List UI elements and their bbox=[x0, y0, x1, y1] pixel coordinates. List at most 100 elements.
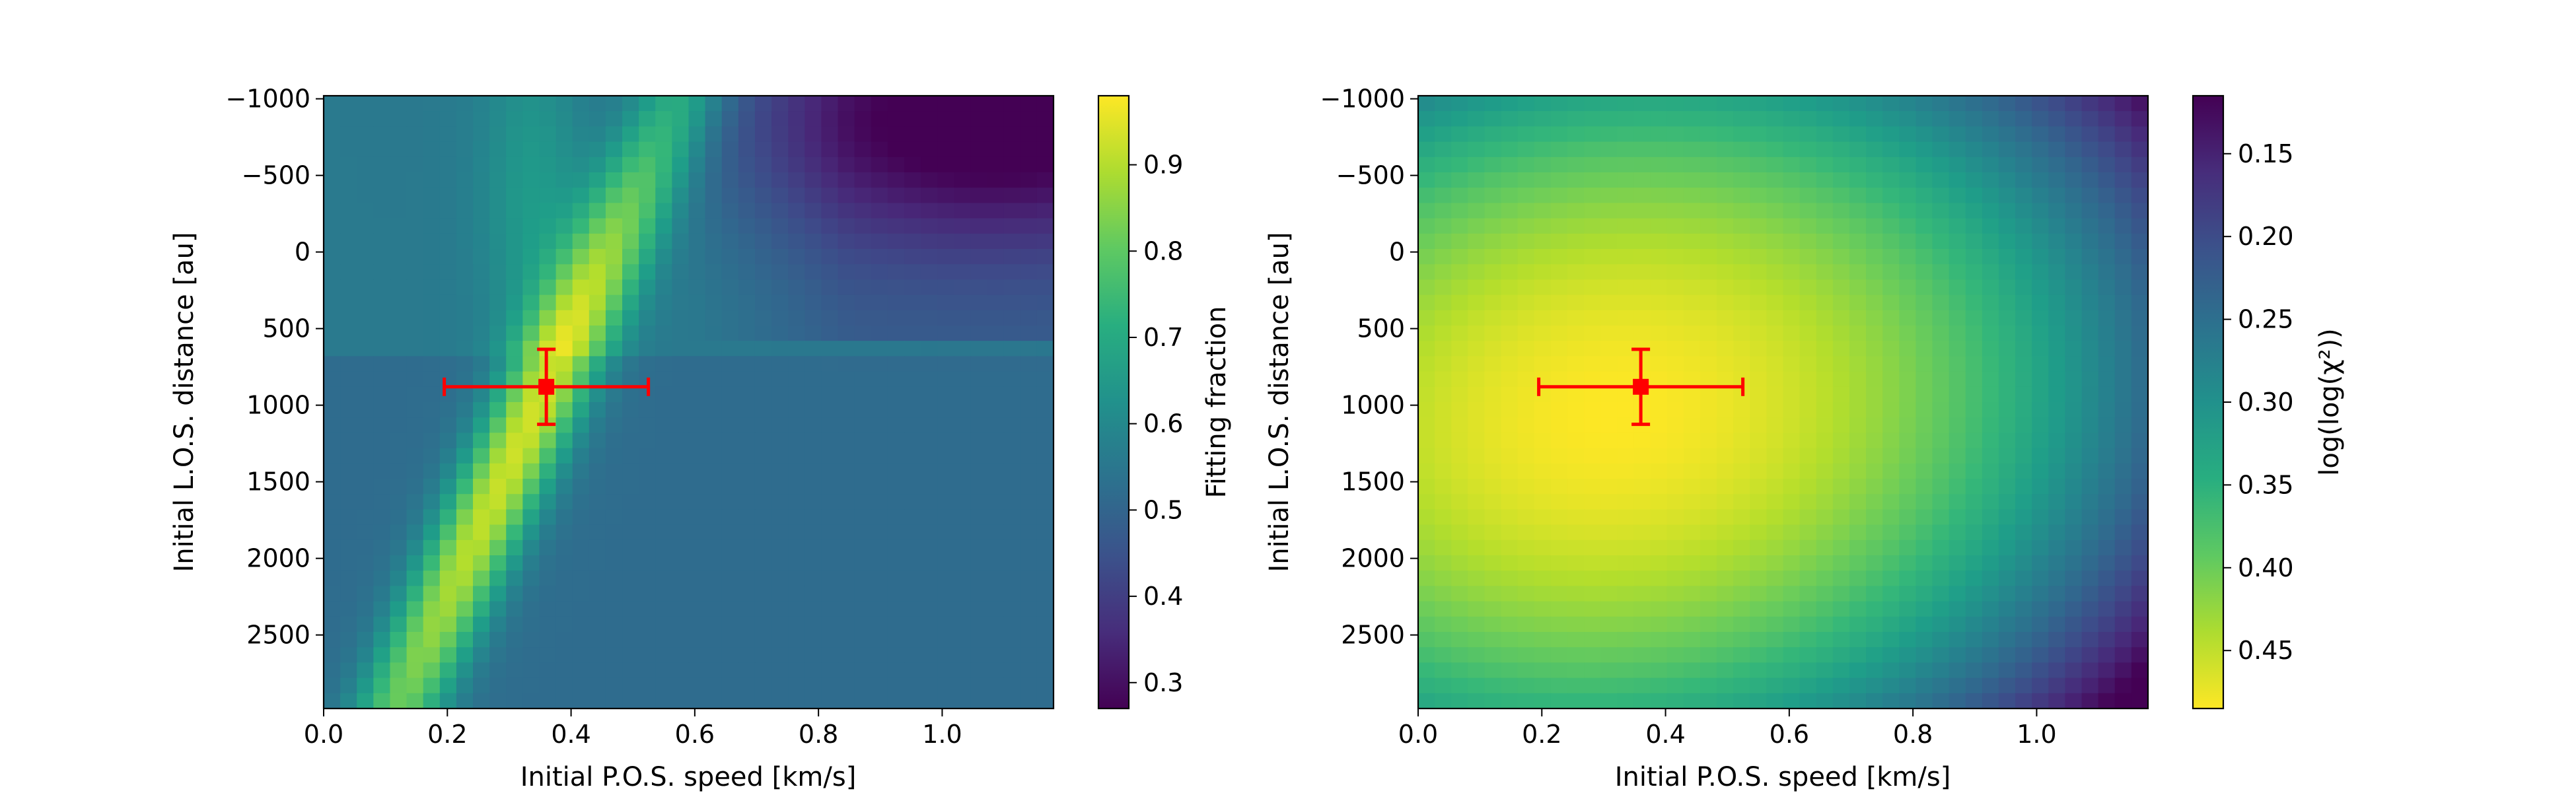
heatmap-cell bbox=[340, 141, 357, 158]
heatmap-cell bbox=[1650, 279, 1668, 296]
heatmap-cell bbox=[2131, 371, 2149, 388]
heatmap-cell bbox=[788, 203, 805, 219]
heatmap-cell bbox=[605, 570, 623, 586]
heatmap-cell bbox=[1003, 479, 1021, 495]
heatmap-cell bbox=[473, 111, 490, 127]
heatmap-cell bbox=[754, 570, 772, 586]
heatmap-cell bbox=[838, 402, 855, 418]
heatmap-cell bbox=[672, 677, 690, 694]
heatmap-cell bbox=[1600, 662, 1618, 679]
heatmap-cell bbox=[1550, 616, 1568, 633]
heatmap-cell bbox=[1633, 479, 1651, 495]
heatmap-cell bbox=[2131, 203, 2149, 219]
heatmap-cell bbox=[754, 96, 772, 112]
heatmap-cell bbox=[887, 371, 905, 388]
heatmap-cell bbox=[1666, 448, 1684, 464]
heatmap-cell bbox=[2131, 188, 2149, 203]
heatmap-cell bbox=[1733, 632, 1750, 648]
heatmap-cell bbox=[1915, 249, 1933, 265]
heatmap-cell bbox=[589, 111, 606, 127]
heatmap-cell bbox=[1666, 402, 1684, 418]
heatmap-cell bbox=[754, 249, 772, 265]
heatmap-cell bbox=[1816, 188, 1834, 203]
heatmap-cell bbox=[622, 586, 639, 602]
heatmap-cell bbox=[2015, 249, 2032, 265]
heatmap-cell bbox=[1435, 386, 1452, 403]
heatmap-cell bbox=[1683, 326, 1701, 341]
heatmap-cell bbox=[1036, 371, 1054, 388]
heatmap-cell bbox=[1683, 417, 1701, 433]
heatmap-cell bbox=[1418, 371, 1435, 388]
heatmap-cell bbox=[921, 341, 938, 357]
heatmap-cell bbox=[2114, 341, 2132, 357]
heatmap-cell bbox=[1650, 218, 1668, 234]
heatmap-cell bbox=[754, 203, 772, 219]
heatmap-cell bbox=[522, 555, 540, 571]
heatmap-cell bbox=[489, 647, 507, 663]
heatmap-cell bbox=[754, 463, 772, 479]
heatmap-cell bbox=[1633, 616, 1651, 633]
heatmap-cell bbox=[738, 448, 756, 464]
heatmap-cell bbox=[1633, 111, 1651, 127]
heatmap-cell bbox=[1418, 479, 1435, 495]
heatmap-cell bbox=[655, 432, 672, 449]
heatmap-cell bbox=[1882, 294, 1900, 311]
heatmap-cell bbox=[406, 126, 424, 143]
heatmap-cell bbox=[1550, 141, 1568, 158]
heatmap-cell bbox=[589, 326, 606, 341]
heatmap-cell bbox=[721, 662, 739, 679]
heatmap-cell bbox=[2048, 371, 2066, 388]
heatmap-cell bbox=[605, 371, 623, 388]
heatmap-cell bbox=[506, 264, 523, 280]
heatmap-cell bbox=[821, 264, 839, 280]
heatmap-cell bbox=[1418, 432, 1435, 449]
heatmap-cell bbox=[1899, 310, 1917, 326]
heatmap-cell bbox=[1418, 555, 1435, 571]
heatmap-cell bbox=[1717, 218, 1734, 234]
heatmap-cell bbox=[771, 601, 789, 617]
heatmap-cell bbox=[1766, 233, 1784, 250]
heatmap-cell bbox=[572, 341, 590, 357]
heatmap-cell bbox=[2114, 279, 2132, 296]
heatmap-cell bbox=[555, 509, 573, 526]
heatmap-cell bbox=[1534, 203, 1552, 219]
heatmap-cell bbox=[1998, 693, 2016, 709]
heatmap-cell bbox=[721, 539, 739, 556]
heatmap-cell bbox=[738, 233, 756, 250]
heatmap-cell bbox=[2032, 218, 2049, 234]
heatmap-cell bbox=[555, 417, 573, 433]
heatmap-cell bbox=[1832, 294, 1850, 311]
heatmap-cell bbox=[1766, 647, 1784, 663]
heatmap-cell bbox=[871, 586, 888, 602]
heatmap-cell bbox=[2098, 647, 2116, 663]
heatmap-cell bbox=[738, 386, 756, 403]
heatmap-cell bbox=[904, 463, 921, 479]
heatmap-cell bbox=[1733, 662, 1750, 679]
heatmap-cell bbox=[1699, 233, 1717, 250]
heatmap-cell bbox=[1468, 677, 1485, 694]
heatmap-cell bbox=[1617, 417, 1635, 433]
heatmap-cell bbox=[589, 156, 606, 173]
heatmap-cell bbox=[970, 432, 988, 449]
heatmap-cell bbox=[506, 96, 523, 112]
heatmap-cell bbox=[1899, 570, 1917, 586]
heatmap-cell bbox=[655, 386, 672, 403]
heatmap-cell bbox=[921, 326, 938, 341]
heatmap-cell bbox=[423, 310, 441, 326]
heatmap-cell bbox=[921, 647, 938, 663]
heatmap-cell bbox=[1501, 417, 1519, 433]
heatmap-cell bbox=[622, 524, 639, 541]
heatmap-cell bbox=[406, 386, 424, 403]
heatmap-cell bbox=[1915, 601, 1933, 617]
heatmap-cell bbox=[373, 371, 391, 388]
heatmap-cell bbox=[672, 310, 690, 326]
heatmap-cell bbox=[2065, 310, 2083, 326]
heatmap-cell bbox=[1666, 356, 1684, 372]
heatmap-cell bbox=[423, 693, 441, 709]
heatmap-cell bbox=[1750, 417, 1767, 433]
heatmap-cell bbox=[390, 417, 408, 433]
heatmap-cell bbox=[506, 386, 523, 403]
heatmap-cell bbox=[1750, 586, 1767, 602]
heatmap-cell bbox=[655, 524, 672, 541]
heatmap-cell bbox=[1932, 524, 1950, 541]
